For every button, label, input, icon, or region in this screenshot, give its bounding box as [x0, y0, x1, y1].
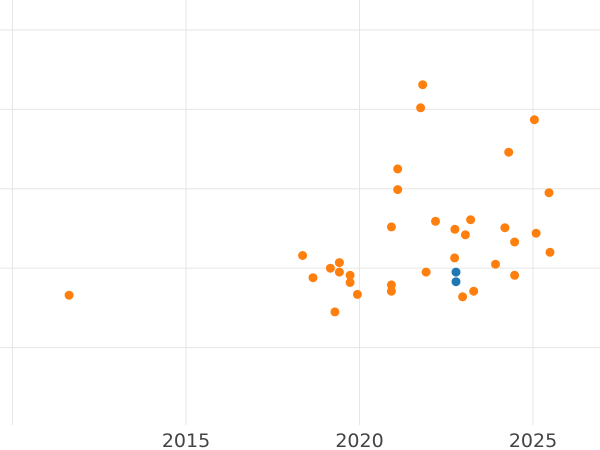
- orange-data-point: [510, 237, 520, 247]
- orange-data-point: [504, 147, 514, 157]
- gridlines: [0, 0, 600, 425]
- orange-data-point: [531, 228, 541, 238]
- orange-data-point: [500, 223, 510, 233]
- orange-data-point: [544, 188, 554, 198]
- orange-data-point: [334, 267, 344, 277]
- orange-data-point: [352, 289, 362, 299]
- orange-data-point: [450, 253, 460, 263]
- orange-data-point: [308, 273, 318, 283]
- orange-data-point: [460, 230, 470, 240]
- series-orange: [64, 80, 555, 317]
- orange-data-point: [345, 278, 355, 287]
- orange-data-point: [330, 307, 340, 317]
- orange-data-point: [466, 215, 476, 225]
- orange-data-point: [469, 286, 479, 296]
- orange-data-point: [421, 267, 431, 277]
- orange-data-point: [386, 222, 396, 232]
- blue-data-point: [451, 267, 461, 277]
- orange-data-point: [458, 292, 468, 302]
- blue-data-point: [451, 277, 461, 287]
- orange-data-point: [334, 258, 344, 268]
- x-axis-tick-labels: 2015 2020 2025: [162, 430, 557, 450]
- orange-data-point: [450, 224, 460, 234]
- x-tick-label: 2020: [335, 430, 383, 450]
- x-tick-label: 2015: [162, 430, 210, 450]
- orange-data-point: [416, 103, 426, 113]
- orange-data-point: [510, 270, 520, 280]
- orange-data-point: [64, 290, 74, 300]
- orange-data-point: [393, 164, 403, 174]
- orange-data-point: [393, 185, 403, 195]
- orange-data-point: [418, 80, 428, 90]
- orange-data-point: [386, 280, 396, 290]
- orange-data-point: [431, 216, 440, 226]
- orange-data-point: [491, 259, 500, 269]
- orange-data-point: [298, 251, 308, 260]
- orange-data-point: [529, 115, 539, 125]
- orange-data-point: [345, 270, 355, 280]
- orange-data-point: [325, 263, 335, 273]
- series-blue: [451, 267, 461, 287]
- orange-data-point: [386, 286, 396, 296]
- x-tick-label: 2025: [509, 430, 557, 450]
- orange-data-point: [545, 247, 555, 257]
